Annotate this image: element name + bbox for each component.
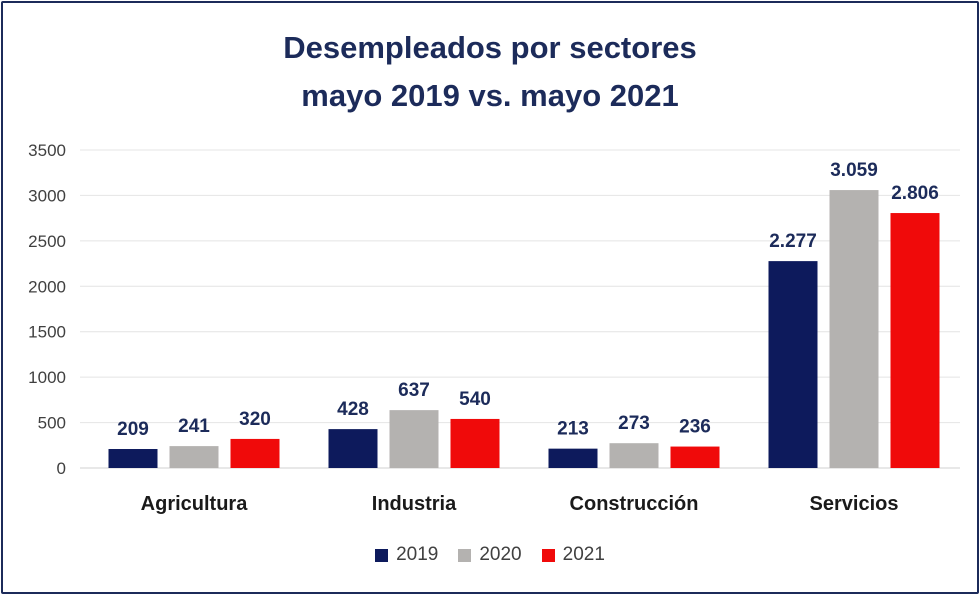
bar-2019-agricultura bbox=[108, 449, 158, 468]
y-tick-label: 500 bbox=[38, 414, 66, 433]
data-label-2019-construcción: 213 bbox=[557, 419, 589, 440]
legend-item-2020: 2020 bbox=[458, 544, 522, 566]
bar-2020-agricultura bbox=[169, 446, 219, 468]
data-label-2020-industria: 637 bbox=[398, 380, 430, 401]
data-label-2020-agricultura: 241 bbox=[178, 416, 210, 437]
bar-2020-construcción bbox=[609, 443, 659, 468]
legend-item-2021: 2021 bbox=[541, 544, 605, 566]
data-label-2020-servicios: 3.059 bbox=[830, 160, 878, 181]
bar-2021-agricultura bbox=[230, 438, 280, 468]
bar-2021-industria bbox=[450, 418, 500, 468]
legend-item-2019: 2019 bbox=[375, 544, 438, 566]
bar-2019-servicios bbox=[768, 261, 818, 468]
data-label-2021-industria: 540 bbox=[459, 389, 491, 410]
legend-label-2019: 2019 bbox=[396, 544, 439, 565]
legend-swatch-2019 bbox=[375, 548, 389, 562]
bar-2019-industria bbox=[328, 429, 378, 468]
legend-label-2021: 2021 bbox=[562, 544, 605, 565]
bar-2020-servicios bbox=[829, 190, 879, 468]
y-tick-label: 1500 bbox=[28, 323, 66, 342]
bar-2021-servicios bbox=[890, 213, 940, 468]
legend-label-2020: 2020 bbox=[479, 544, 522, 565]
bar-2021-construcción bbox=[670, 446, 720, 468]
x-category-label: Industria bbox=[372, 493, 457, 515]
data-label-2021-servicios: 2.806 bbox=[891, 183, 939, 204]
x-category-label: Servicios bbox=[810, 493, 899, 515]
data-label-2020-construcción: 273 bbox=[618, 413, 650, 434]
data-label-2021-construcción: 236 bbox=[679, 417, 711, 438]
x-category-label: Construcción bbox=[570, 493, 699, 515]
bar-2019-construcción bbox=[548, 448, 598, 468]
legend-swatch-2020 bbox=[458, 548, 472, 562]
y-tick-label: 3500 bbox=[28, 141, 66, 160]
y-tick-label: 0 bbox=[57, 459, 66, 478]
bar-2020-industria bbox=[389, 410, 439, 468]
x-category-label: Agricultura bbox=[141, 493, 249, 515]
data-label-2021-agricultura: 320 bbox=[239, 409, 271, 430]
legend-swatch-2021 bbox=[541, 548, 555, 562]
data-label-2019-industria: 428 bbox=[337, 399, 369, 420]
data-label-2019-servicios: 2.277 bbox=[769, 231, 817, 252]
y-tick-label: 1000 bbox=[28, 368, 66, 387]
y-tick-label: 3000 bbox=[28, 186, 66, 205]
chart-title-line1: Desempleados por sectores bbox=[283, 30, 697, 65]
y-tick-label: 2500 bbox=[28, 232, 66, 251]
data-label-2019-agricultura: 209 bbox=[117, 419, 149, 440]
y-tick-label: 2000 bbox=[28, 277, 66, 296]
chart-legend: 2019 2020 2021 bbox=[0, 544, 980, 566]
chart-title-line2: mayo 2019 vs. mayo 2021 bbox=[301, 78, 679, 113]
